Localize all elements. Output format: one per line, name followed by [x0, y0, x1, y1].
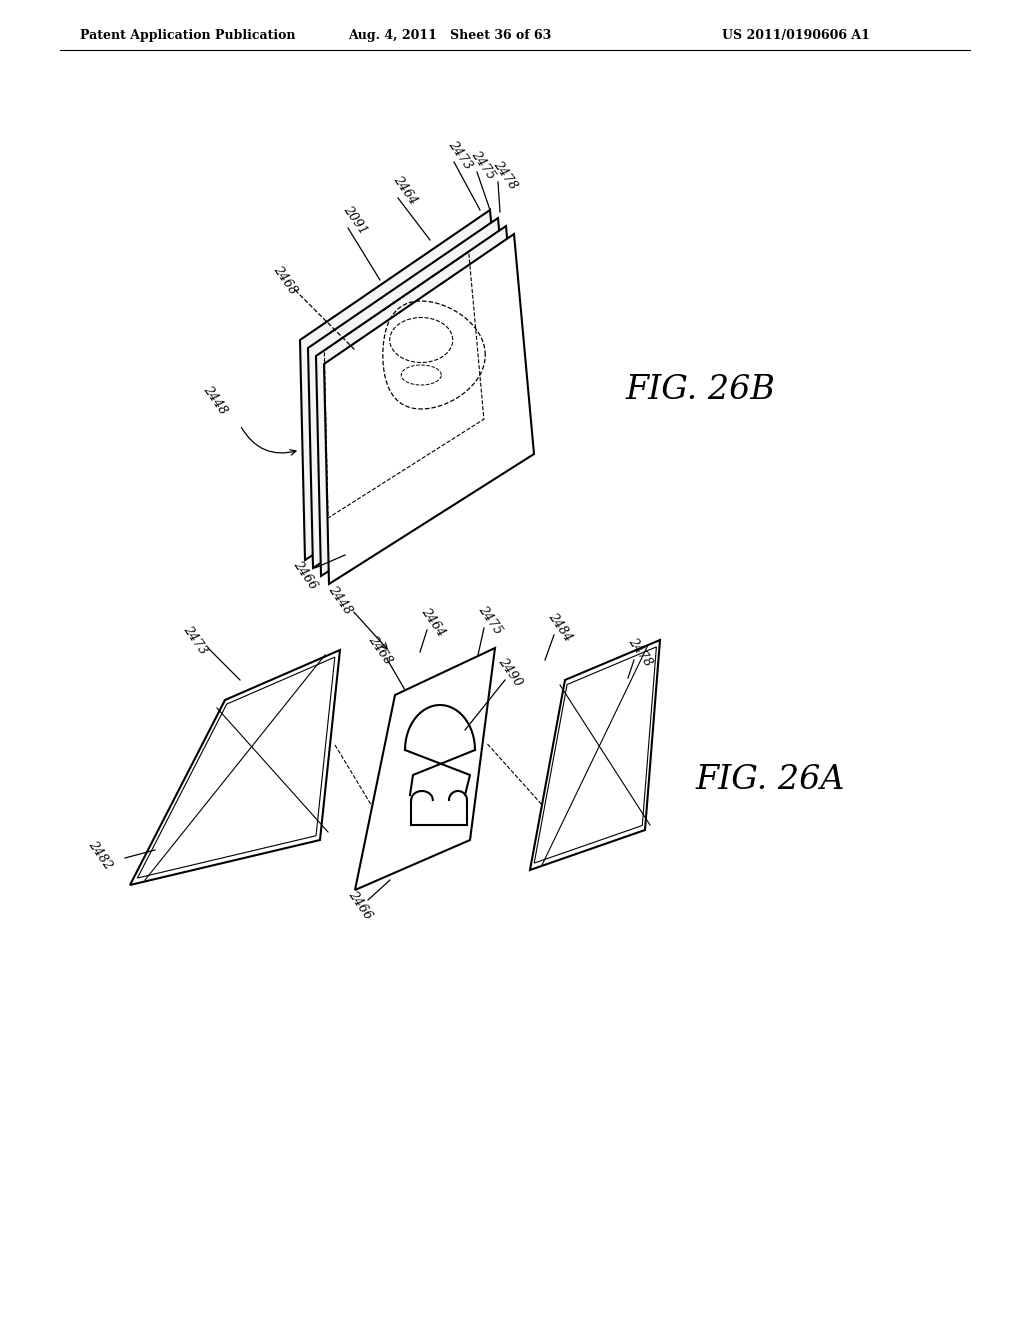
Text: 2464: 2464 [390, 173, 420, 207]
Polygon shape [355, 648, 495, 890]
Text: 2484: 2484 [546, 610, 574, 644]
Text: 2466: 2466 [291, 558, 319, 591]
Text: 2091: 2091 [341, 203, 370, 236]
Text: 2475: 2475 [469, 148, 498, 182]
Text: 2464: 2464 [419, 605, 447, 639]
Text: FIG. 26B: FIG. 26B [625, 374, 775, 407]
Polygon shape [324, 234, 534, 583]
Text: Patent Application Publication: Patent Application Publication [80, 29, 296, 41]
Polygon shape [308, 218, 518, 568]
Polygon shape [130, 649, 340, 884]
Polygon shape [300, 210, 510, 560]
Text: 2473: 2473 [180, 623, 210, 657]
Text: 2448: 2448 [201, 383, 229, 417]
Text: 2475: 2475 [475, 603, 505, 636]
Text: 2466: 2466 [345, 888, 375, 921]
Text: Aug. 4, 2011   Sheet 36 of 63: Aug. 4, 2011 Sheet 36 of 63 [348, 29, 552, 41]
Text: 2448: 2448 [326, 583, 354, 616]
Text: 2478: 2478 [490, 158, 519, 191]
Text: FIG. 26A: FIG. 26A [695, 764, 845, 796]
Text: 2490: 2490 [496, 655, 524, 689]
Text: 2482: 2482 [86, 838, 115, 871]
Polygon shape [530, 640, 660, 870]
Text: 2478: 2478 [626, 635, 654, 669]
Text: 2468: 2468 [270, 263, 299, 297]
Text: US 2011/0190606 A1: US 2011/0190606 A1 [722, 29, 870, 41]
Text: 2473: 2473 [445, 139, 474, 172]
Polygon shape [316, 226, 526, 576]
Text: 2468: 2468 [366, 634, 394, 667]
